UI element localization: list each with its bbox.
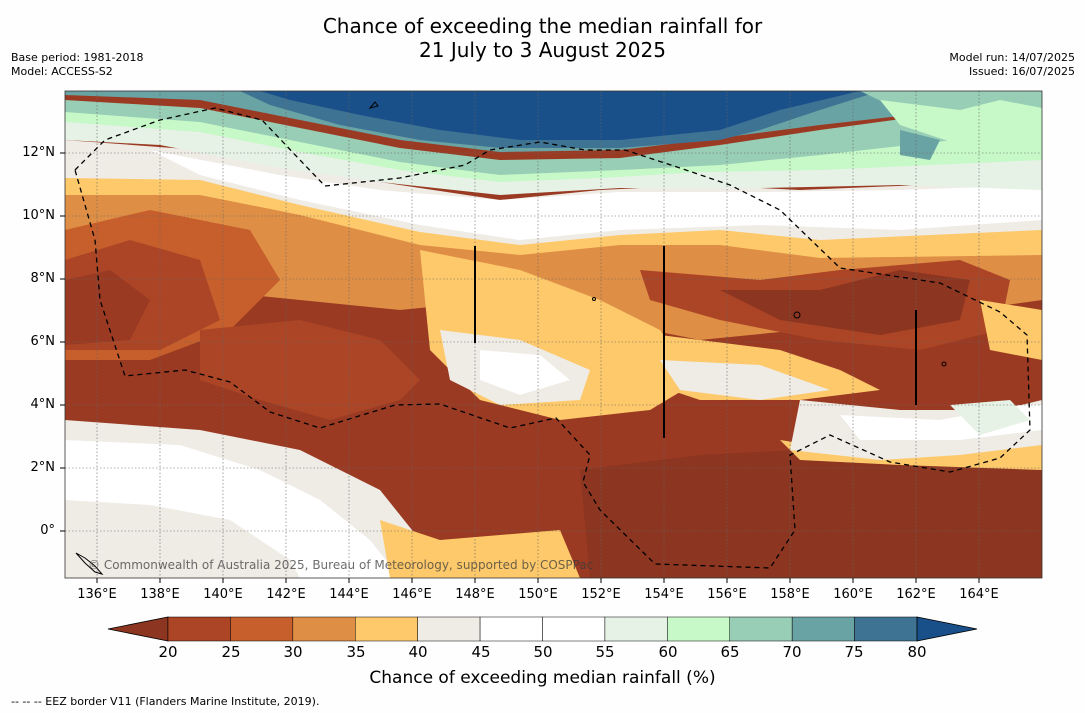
- lon-label: 148°E: [455, 587, 495, 602]
- lon-label: 146°E: [392, 587, 432, 602]
- meta-left: Base period: 1981-2018 Model: ACCESS-S2: [11, 51, 143, 79]
- copyright-notice: © Commonwealth of Australia 2025, Bureau…: [88, 558, 594, 572]
- meta-right: Model run: 14/07/2025 Issued: 16/07/2025: [949, 51, 1075, 79]
- issued-date: Issued: 16/07/2025: [968, 65, 1075, 78]
- colorbar-segment: [292, 616, 356, 642]
- colorbar-tick: 65: [720, 643, 740, 661]
- colorbar-segment: [854, 616, 918, 642]
- lon-label: 158°E: [770, 587, 810, 602]
- lon-label: 162°E: [896, 587, 936, 602]
- zone-markers: [474, 246, 917, 438]
- colorbar-tick: 40: [408, 643, 428, 661]
- lon-label: 160°E: [833, 587, 873, 602]
- lon-label: 164°E: [959, 587, 999, 602]
- lat-label: 12°N: [22, 145, 55, 160]
- axis-ticks: [60, 152, 980, 583]
- title-line-1: Chance of exceeding the median rainfall …: [322, 14, 763, 38]
- base-period: Base period: 1981-2018: [11, 51, 144, 64]
- colorbar-segments: [107, 616, 978, 642]
- colorbar-tick: 45: [471, 643, 491, 661]
- colorbar-arrow-high: [916, 616, 978, 642]
- map-title: Chance of exceeding the median rainfall …: [0, 14, 1085, 62]
- colorbar-segment: [791, 616, 855, 642]
- lat-label: 0°: [40, 523, 55, 538]
- colorbar-segment: [729, 616, 793, 642]
- colorbar-tick: 30: [283, 643, 303, 661]
- lat-label: 4°N: [30, 397, 56, 412]
- graticule: [65, 91, 1042, 578]
- colorbar-tick: 75: [844, 643, 864, 661]
- lon-label: 136°E: [77, 587, 117, 602]
- islands: [75, 101, 947, 575]
- lon-label: 140°E: [203, 587, 243, 602]
- lat-label: 10°N: [22, 208, 55, 223]
- colorbar-segment: [417, 616, 481, 642]
- colorbar-segment: [479, 616, 543, 642]
- colorbar-tick: 80: [907, 643, 927, 661]
- colorbar-segment: [355, 616, 418, 642]
- colorbar-segment: [167, 616, 231, 642]
- colorbar-tick: 25: [221, 643, 241, 661]
- lon-label: 156°E: [707, 587, 747, 602]
- lon-label: 150°E: [518, 587, 558, 602]
- colorbar-segment: [542, 616, 606, 642]
- colorbar-tick: 60: [658, 643, 678, 661]
- model-run: Model run: 14/07/2025: [949, 51, 1075, 64]
- lon-label: 142°E: [266, 587, 306, 602]
- model-name: Model: ACCESS-S2: [11, 65, 113, 78]
- lat-label: 8°N: [30, 271, 56, 286]
- lat-label: 6°N: [30, 334, 56, 349]
- colorbar-segment: [230, 616, 294, 642]
- map-frame: [64, 90, 1043, 579]
- eez-border: [74, 107, 1031, 569]
- title-line-2: 21 July to 3 August 2025: [419, 38, 666, 62]
- colorbar-tick: 50: [533, 643, 553, 661]
- colorbar-segment: [604, 616, 668, 642]
- lat-label: 2°N: [30, 460, 56, 475]
- lon-label: 138°E: [140, 587, 180, 602]
- eez-footnote: -- -- -- EEZ border V11 (Flanders Marine…: [11, 695, 320, 708]
- colorbar-tick: 20: [158, 643, 178, 661]
- lon-label: 144°E: [329, 587, 369, 602]
- lon-label: 152°E: [581, 587, 621, 602]
- colorbar-arrow-low: [107, 616, 169, 642]
- colorbar-segment: [667, 616, 730, 642]
- lon-label: 154°E: [644, 587, 684, 602]
- rainfall-field: [65, 91, 1042, 578]
- colorbar-title: Chance of exceeding median rainfall (%): [369, 668, 716, 688]
- colorbar-tick: 55: [595, 643, 615, 661]
- colorbar-tick: 70: [782, 643, 802, 661]
- colorbar-tick: 35: [346, 643, 366, 661]
